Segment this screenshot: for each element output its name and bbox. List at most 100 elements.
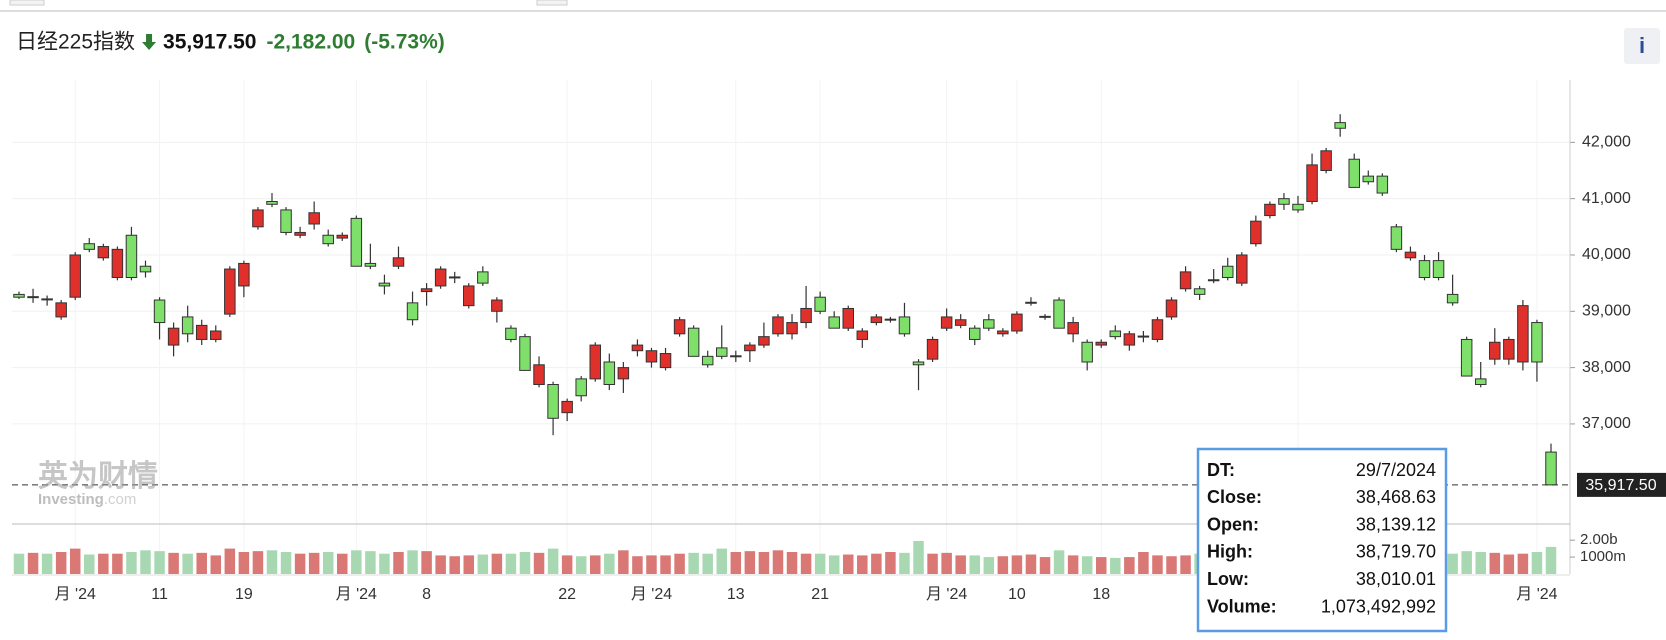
candle-body — [280, 209, 292, 233]
candle-body — [533, 364, 545, 386]
candle-body — [926, 338, 939, 360]
candle-body — [744, 344, 756, 352]
volume-bar — [533, 552, 545, 574]
candle-body — [1460, 338, 1473, 377]
x-tick-label: 18 — [1092, 586, 1110, 603]
last-price: 35,917.50 — [163, 31, 256, 54]
index-name: 日经225指数 — [16, 31, 135, 54]
candle-body — [69, 254, 81, 298]
candle-body — [814, 296, 826, 312]
info-button[interactable]: i — [1624, 28, 1660, 64]
volume-bar — [182, 553, 193, 574]
candle-body — [1081, 341, 1093, 363]
volume-bar — [1039, 557, 1051, 574]
last-price-label: 35,917.50 — [1585, 477, 1656, 494]
candle-body — [828, 316, 840, 329]
candle-body — [505, 327, 517, 340]
volume-bar — [871, 553, 882, 574]
candle-body — [1264, 203, 1276, 217]
tooltip-label: Close: — [1207, 487, 1262, 507]
candle-body — [252, 209, 264, 228]
volume-bar — [365, 551, 376, 574]
toolbar-button[interactable] — [9, 0, 45, 6]
candle-body — [758, 336, 770, 346]
volume-bar — [477, 554, 489, 574]
x-tick-label: 月 '24 — [55, 586, 96, 603]
candle-body — [701, 355, 714, 366]
x-tick-label: 11 — [151, 586, 168, 603]
tooltip-label: Open: — [1207, 514, 1259, 534]
candle-body — [448, 276, 461, 279]
candle-body — [266, 200, 278, 205]
candle-body — [575, 378, 587, 397]
tooltip-label: DT: — [1207, 460, 1235, 480]
volume-bar — [421, 551, 432, 574]
candle-body — [1292, 203, 1304, 211]
volume-bar — [266, 550, 278, 574]
candle-body — [378, 282, 391, 287]
candle-body — [631, 344, 644, 352]
candle-body — [1376, 175, 1389, 194]
volume-bar — [913, 541, 924, 574]
volume-bar — [407, 550, 418, 574]
candle-body — [1053, 299, 1065, 329]
volume-bar — [41, 553, 53, 574]
candle-body — [954, 319, 967, 326]
candle-body — [772, 316, 784, 335]
tooltip-value: 38,468.63 — [1356, 487, 1436, 507]
volume-bar — [604, 553, 615, 574]
candle-body — [13, 293, 25, 298]
volume-bar — [112, 553, 123, 574]
candle-body — [1474, 378, 1487, 386]
volume-bar — [1053, 550, 1065, 574]
volume-bar — [969, 555, 980, 574]
info-icon[interactable]: i — [1639, 33, 1645, 58]
volume-bar — [786, 552, 798, 574]
candle-body — [1404, 251, 1417, 259]
volume-bar — [1025, 554, 1037, 574]
down-arrow-icon — [142, 34, 157, 50]
watermark-domain: .com — [104, 491, 137, 508]
volume-bar — [547, 548, 559, 574]
y-tick-label: 40,000 — [1582, 246, 1631, 263]
candle-body — [1123, 333, 1136, 346]
volume-bar — [154, 551, 165, 574]
volume-bar — [955, 555, 966, 574]
candle-body — [1489, 341, 1501, 360]
volume-bar — [84, 554, 95, 574]
volume-bar — [13, 553, 25, 574]
info-button-bg[interactable] — [1624, 28, 1660, 64]
price-change: -2,182.00 — [266, 31, 355, 54]
candle-body — [730, 355, 742, 358]
volume-bar — [505, 553, 517, 574]
volume-bar — [1166, 556, 1177, 574]
toolbar-button[interactable] — [536, 0, 568, 6]
candle-body — [1278, 198, 1290, 205]
tooltip: DT: 29/7/2024 Close: 38,468.63 Open: 38,139.1… — [1196, 447, 1448, 633]
volume-bar — [702, 553, 713, 574]
volume-bar — [449, 556, 460, 574]
candle-body — [364, 262, 377, 267]
volume-bar — [983, 557, 995, 574]
candle-body — [1039, 315, 1051, 318]
volume-bar — [1517, 553, 1529, 574]
candle-body — [884, 318, 897, 321]
tooltip-box — [1196, 447, 1448, 633]
candle-body — [491, 299, 503, 312]
volume-bar — [1503, 554, 1515, 574]
volume-tick-label: 2.00b — [1580, 531, 1618, 548]
candle-body — [800, 307, 812, 324]
candle-body — [617, 367, 630, 380]
volume-bar — [168, 552, 179, 574]
candle-body — [1334, 122, 1346, 129]
candle-body — [1193, 288, 1206, 295]
candle-body — [1207, 279, 1220, 282]
candle-body — [1432, 260, 1445, 279]
candle-body — [1095, 341, 1107, 346]
candle-body — [1250, 220, 1262, 245]
volume-bar — [1095, 557, 1107, 574]
candle-body — [1348, 158, 1360, 188]
watermark-brand: Investing.com — [38, 491, 136, 508]
volume-bar — [1180, 555, 1191, 574]
y-tick-label: 37,000 — [1582, 415, 1631, 432]
